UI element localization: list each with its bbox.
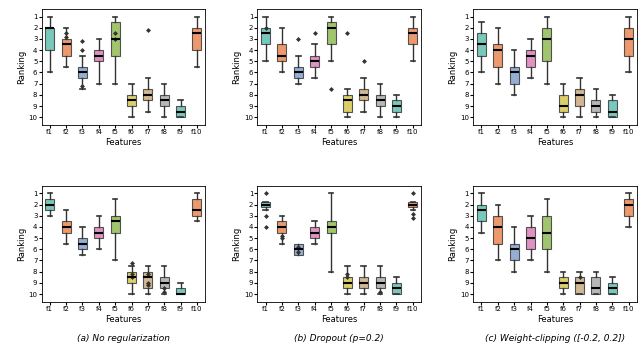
Y-axis label: Ranking: Ranking bbox=[17, 50, 26, 84]
PathPatch shape bbox=[343, 95, 352, 112]
Y-axis label: Ranking: Ranking bbox=[232, 227, 241, 261]
X-axis label: Features: Features bbox=[105, 138, 141, 147]
PathPatch shape bbox=[575, 277, 584, 294]
PathPatch shape bbox=[392, 283, 401, 294]
PathPatch shape bbox=[261, 28, 270, 44]
PathPatch shape bbox=[392, 100, 401, 112]
PathPatch shape bbox=[61, 221, 70, 232]
PathPatch shape bbox=[111, 216, 120, 232]
PathPatch shape bbox=[624, 199, 633, 216]
PathPatch shape bbox=[493, 44, 502, 67]
PathPatch shape bbox=[294, 67, 303, 78]
Y-axis label: Ranking: Ranking bbox=[449, 227, 458, 261]
PathPatch shape bbox=[376, 95, 385, 106]
PathPatch shape bbox=[160, 95, 169, 106]
PathPatch shape bbox=[278, 221, 287, 232]
PathPatch shape bbox=[193, 199, 202, 216]
PathPatch shape bbox=[61, 39, 70, 56]
PathPatch shape bbox=[160, 277, 169, 288]
X-axis label: Features: Features bbox=[105, 315, 141, 324]
PathPatch shape bbox=[608, 100, 617, 117]
PathPatch shape bbox=[94, 50, 103, 61]
PathPatch shape bbox=[526, 227, 535, 249]
PathPatch shape bbox=[45, 28, 54, 50]
PathPatch shape bbox=[111, 22, 120, 56]
PathPatch shape bbox=[559, 95, 568, 112]
PathPatch shape bbox=[261, 202, 270, 207]
PathPatch shape bbox=[310, 227, 319, 238]
PathPatch shape bbox=[294, 244, 303, 255]
PathPatch shape bbox=[359, 89, 368, 100]
PathPatch shape bbox=[509, 244, 518, 261]
PathPatch shape bbox=[143, 272, 152, 288]
X-axis label: Features: Features bbox=[321, 138, 357, 147]
PathPatch shape bbox=[193, 28, 202, 50]
PathPatch shape bbox=[509, 67, 518, 84]
PathPatch shape bbox=[78, 67, 87, 78]
PathPatch shape bbox=[45, 199, 54, 210]
Y-axis label: Ranking: Ranking bbox=[17, 227, 26, 261]
PathPatch shape bbox=[376, 277, 385, 288]
PathPatch shape bbox=[542, 216, 552, 249]
X-axis label: Features: Features bbox=[537, 315, 573, 324]
PathPatch shape bbox=[94, 227, 103, 238]
PathPatch shape bbox=[343, 277, 352, 288]
PathPatch shape bbox=[542, 28, 552, 61]
Text: (c) Weight-clipping ([-0.2, 0.2]): (c) Weight-clipping ([-0.2, 0.2]) bbox=[485, 334, 625, 343]
PathPatch shape bbox=[493, 216, 502, 244]
PathPatch shape bbox=[176, 288, 185, 294]
PathPatch shape bbox=[359, 277, 368, 288]
Text: (b) Dropout (p=0.2): (b) Dropout (p=0.2) bbox=[294, 334, 384, 343]
PathPatch shape bbox=[591, 277, 600, 294]
PathPatch shape bbox=[408, 202, 417, 207]
PathPatch shape bbox=[310, 56, 319, 67]
PathPatch shape bbox=[591, 100, 600, 112]
PathPatch shape bbox=[127, 95, 136, 106]
PathPatch shape bbox=[127, 272, 136, 283]
Y-axis label: Ranking: Ranking bbox=[449, 50, 458, 84]
PathPatch shape bbox=[326, 22, 335, 44]
PathPatch shape bbox=[608, 283, 617, 294]
Text: (a) No regularization: (a) No regularization bbox=[77, 334, 170, 343]
X-axis label: Features: Features bbox=[321, 315, 357, 324]
PathPatch shape bbox=[477, 204, 486, 221]
PathPatch shape bbox=[477, 33, 486, 56]
PathPatch shape bbox=[559, 277, 568, 288]
PathPatch shape bbox=[624, 28, 633, 56]
PathPatch shape bbox=[176, 106, 185, 117]
PathPatch shape bbox=[143, 89, 152, 100]
PathPatch shape bbox=[526, 50, 535, 67]
X-axis label: Features: Features bbox=[537, 138, 573, 147]
Y-axis label: Ranking: Ranking bbox=[232, 50, 241, 84]
PathPatch shape bbox=[326, 221, 335, 232]
PathPatch shape bbox=[278, 44, 287, 61]
PathPatch shape bbox=[78, 238, 87, 249]
PathPatch shape bbox=[408, 28, 417, 44]
PathPatch shape bbox=[575, 89, 584, 106]
